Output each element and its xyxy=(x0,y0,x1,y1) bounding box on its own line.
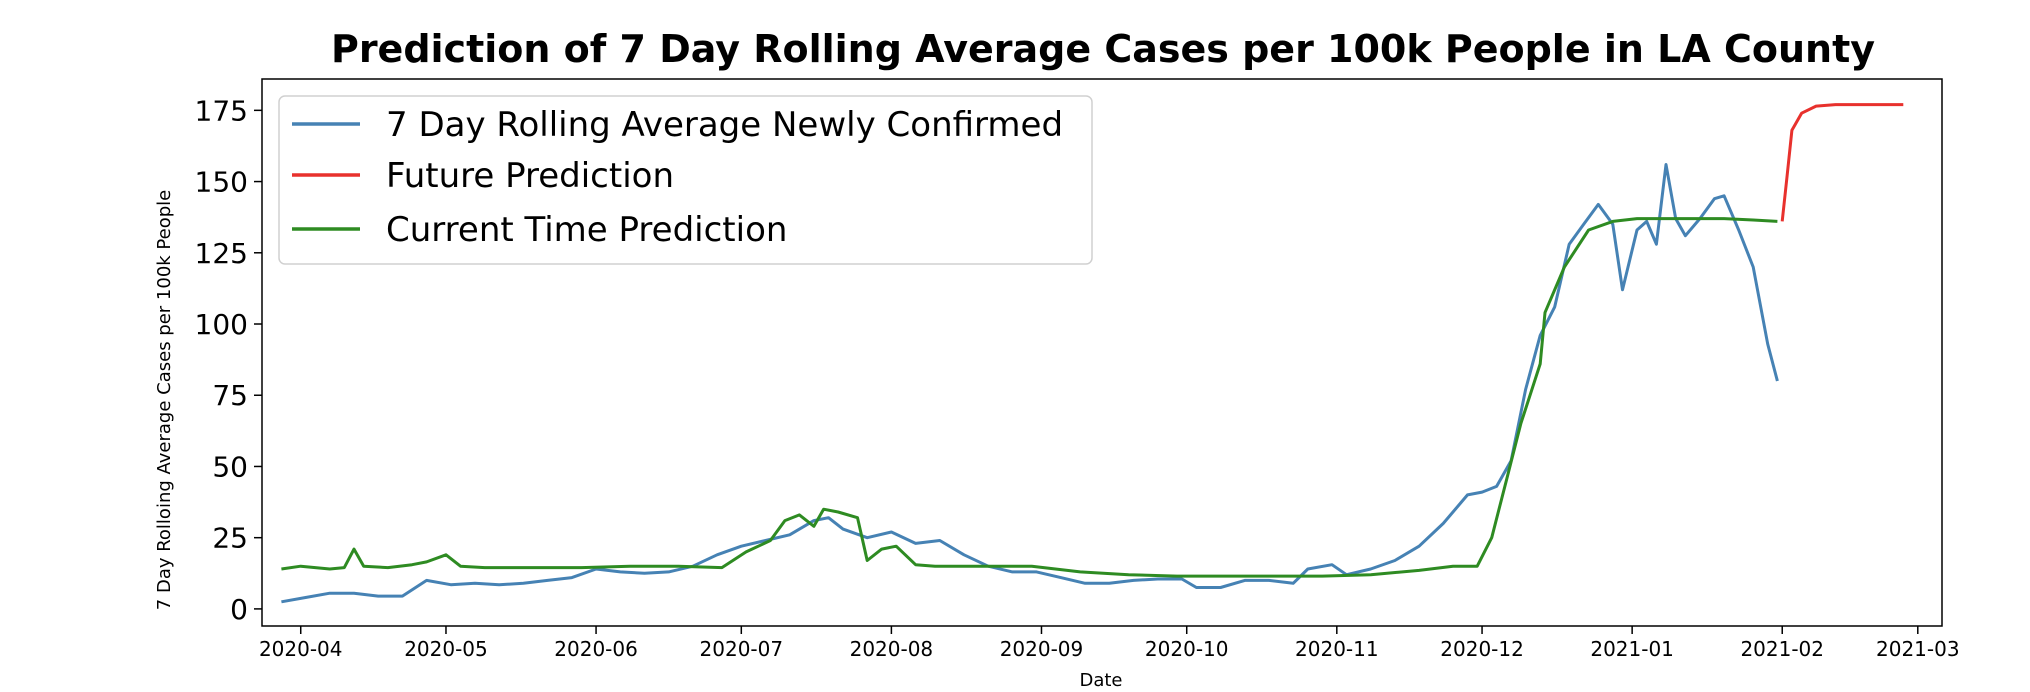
legend-label-confirmed: 7 Day Rolling Average Newly Confirmed xyxy=(386,105,1063,145)
x-tick-label: 2020-04 xyxy=(259,637,343,661)
y-tick-label: 50 xyxy=(212,450,248,483)
y-tick-label: 175 xyxy=(195,94,248,127)
series-line-0 xyxy=(281,163,1779,604)
chart-title: Prediction of 7 Day Rolling Average Case… xyxy=(331,27,1875,71)
y-tick-label: 25 xyxy=(212,522,248,555)
y-tick-label: 75 xyxy=(212,379,248,412)
x-axis-label: Date xyxy=(1079,670,1122,691)
y-tick-label: 125 xyxy=(195,237,248,270)
x-tick-label: 2020-11 xyxy=(1295,637,1379,661)
y-axis-label: 7 Day Rolloing Average Cases per 100k Pe… xyxy=(154,190,175,610)
x-tick-label: 2020-09 xyxy=(1000,637,1084,661)
y-tick-label: 100 xyxy=(195,308,248,341)
x-tick-label: 2020-07 xyxy=(700,637,784,661)
x-tick-label: 2020-05 xyxy=(404,637,488,661)
x-tick-label: 2020-06 xyxy=(554,637,638,661)
y-tick-label: 0 xyxy=(230,593,248,626)
legend-label-future-prediction: Future Prediction xyxy=(386,156,674,196)
plot-frame xyxy=(261,78,1943,627)
x-tick-label: 2021-03 xyxy=(1876,637,1960,661)
series-line-1 xyxy=(1780,103,1904,222)
x-tick-label: 2020-12 xyxy=(1440,637,1524,661)
x-tick-label: 2021-01 xyxy=(1590,637,1674,661)
x-tick-label: 2020-08 xyxy=(850,637,934,661)
legend-box xyxy=(278,95,1093,265)
series-layer xyxy=(281,103,1904,604)
x-tick-label: 2021-02 xyxy=(1740,637,1824,661)
legend: 7 Day Rolling Average Newly Confirmed Fu… xyxy=(278,95,1093,265)
y-tick-label: 150 xyxy=(195,166,248,199)
ticks-layer: 2020-04 2020-05 2020-06 2020-07 2020-08 2020-… xyxy=(195,94,1960,661)
legend-label-current-prediction: Current Time Prediction xyxy=(386,210,787,250)
series-line-2 xyxy=(281,217,1778,578)
x-tick-label: 2020-10 xyxy=(1145,637,1229,661)
